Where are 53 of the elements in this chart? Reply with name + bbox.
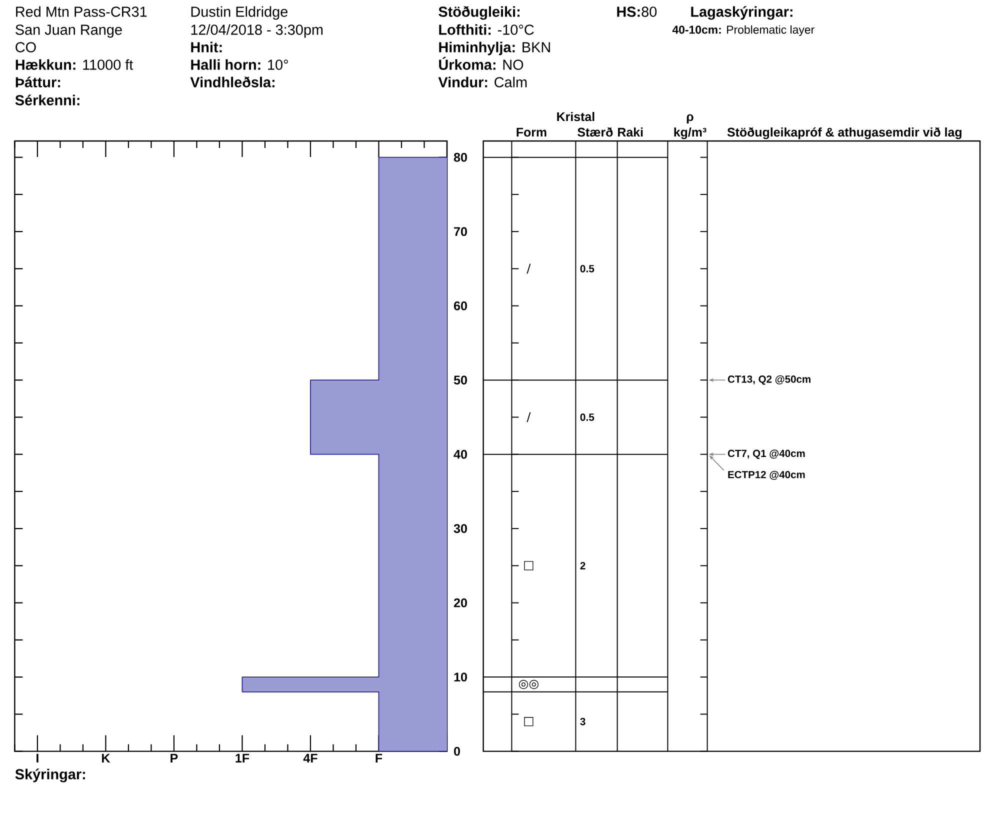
- text: Hækkun: 11000 ft: [16, 59, 134, 70]
- text: Lofthiti: -10°C: [439, 24, 534, 35]
- text: Vindur: Calm: [438, 76, 527, 88]
- x-tick-label: 1F: [236, 754, 250, 762]
- text: 0.5: [580, 265, 594, 272]
- y-tick-label: 60: [454, 301, 467, 310]
- x-tick-label: P: [170, 754, 178, 762]
- text: Hnit:: [191, 42, 222, 52]
- y-tick-label: 50: [454, 376, 467, 385]
- y-tick-label: 20: [454, 598, 467, 608]
- text: 12/04/2018 - 3:30pm: [191, 24, 323, 38]
- text: CT13, Q2 @50cm: [728, 375, 810, 385]
- text: Lagaskýringar:: [691, 6, 792, 20]
- text: San Juan Range: [16, 24, 122, 38]
- text: Halli horn: 10°: [191, 59, 288, 70]
- text: ECTP12 @40cm: [728, 470, 805, 480]
- text: Sérkenni:: [15, 94, 80, 106]
- text: 40-10cm: Problematic layer: [672, 25, 814, 36]
- x-tick-label: K: [102, 754, 110, 762]
- category-label: ρ kg/m³: [674, 114, 706, 140]
- text: Úrkoma: NO: [439, 56, 524, 70]
- text: /: [526, 264, 531, 274]
- y-tick-label: 0: [454, 746, 460, 756]
- category-label: Form: [516, 128, 546, 137]
- text: 2: [580, 562, 586, 570]
- text: Vindhleðsla:: [190, 76, 274, 88]
- text: Red Mtn Pass-CR31: [16, 6, 147, 17]
- text: CT7, Q1 @40cm: [728, 450, 805, 459]
- text: □: [524, 717, 534, 726]
- y-tick-label: 30: [454, 524, 467, 534]
- text: Himinhylja: BKN: [439, 42, 550, 56]
- text: □: [524, 561, 534, 570]
- text: Þáttur:: [16, 76, 60, 88]
- text: CO: [16, 42, 36, 52]
- y-tick-label: 80: [454, 152, 467, 162]
- text: 0.5: [580, 413, 594, 421]
- x-tick-label: I: [36, 754, 38, 762]
- y-tick-label: 40: [454, 450, 467, 459]
- text: 3: [580, 718, 586, 726]
- text: Dustin Eldridge: [191, 6, 288, 20]
- text: Stöðugleiki:: [438, 6, 520, 20]
- y-tick-label: 10: [454, 672, 467, 682]
- text: /: [526, 412, 531, 422]
- x-tick-label: F: [376, 754, 382, 762]
- y-tick-label: 70: [454, 227, 467, 236]
- text: ◎◎: [518, 680, 538, 690]
- x-tick-label: 4F: [303, 754, 318, 762]
- text: HS:80: [617, 6, 657, 17]
- text: Skýringar:: [15, 768, 85, 782]
- category-label: Stöðugleikapróf & athugasemdir við lag: [727, 127, 962, 140]
- text: Kristal: [557, 112, 594, 122]
- category-label: Raki: [618, 127, 643, 137]
- category-label: Stærð: [578, 127, 613, 137]
